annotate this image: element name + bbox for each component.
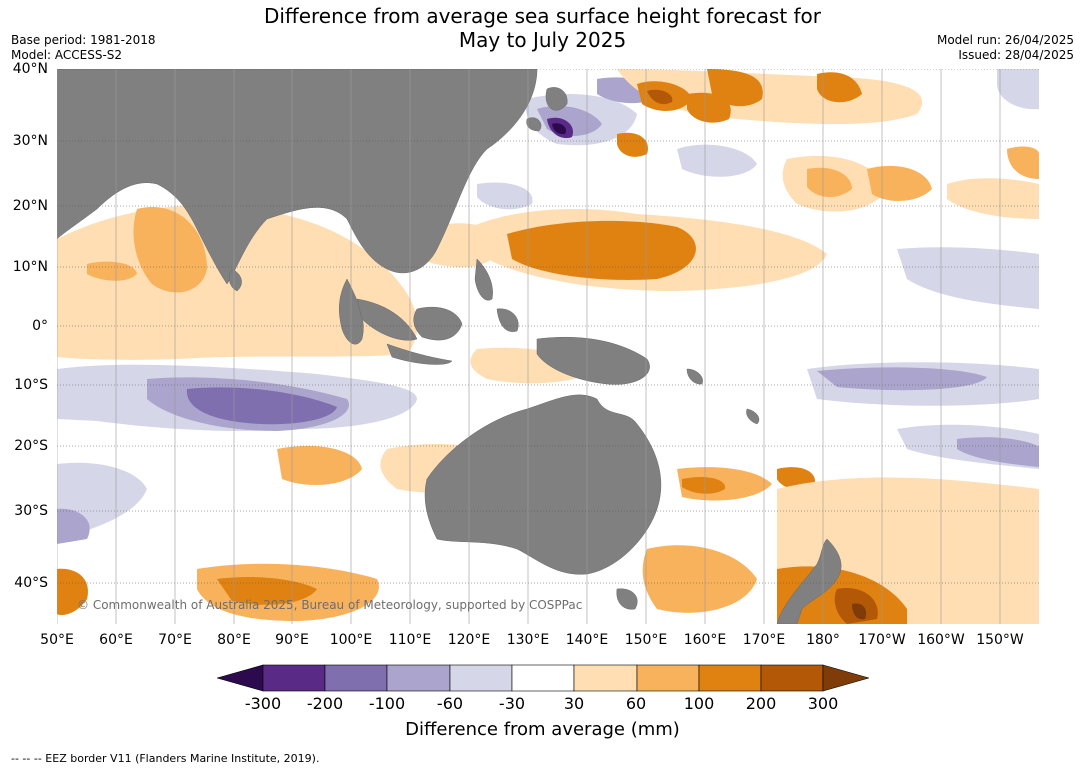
lat-label: 0° — [32, 318, 48, 334]
model-name: Model: ACCESS-S2 — [11, 48, 123, 62]
model-run-date: Model run: 26/04/2025 — [936, 33, 1074, 47]
colorbar-tick-label: 200 — [745, 694, 777, 713]
meta-left: Base period: 1981-2018 Model: ACCESS-S2 — [11, 33, 156, 63]
lat-label: 30°S — [14, 503, 48, 519]
lon-label: 70°E — [158, 632, 192, 648]
lon-label: 140°E — [565, 632, 609, 648]
colorbar-segment — [449, 664, 513, 692]
lon-label: 150°W — [976, 632, 1024, 648]
colorbar-segment — [698, 664, 762, 692]
lon-label: 150°E — [624, 632, 668, 648]
colorbar-tick-label: -30 — [498, 694, 526, 713]
map-canvas — [57, 69, 1039, 624]
map-title-line2: May to July 2025 — [458, 28, 627, 52]
map-area — [57, 69, 1039, 624]
colorbar-segment — [573, 664, 638, 692]
positive-anomaly-layer — [57, 69, 1039, 624]
issued-date: Issued: 28/04/2025 — [958, 48, 1074, 62]
colorbar-tick-label: -200 — [306, 694, 344, 713]
colorbar-tick-label: 300 — [807, 694, 839, 713]
lon-label: 160°W — [917, 632, 965, 648]
colorbar-tick-label: -60 — [436, 694, 464, 713]
lon-label: 170°E — [742, 632, 786, 648]
colorbar-arrow-high — [822, 664, 869, 692]
lon-label: 100°E — [329, 632, 373, 648]
lat-label: 10°S — [14, 377, 48, 393]
colorbar-tick-label: -300 — [244, 694, 282, 713]
colorbar-tick-label: 60 — [625, 694, 647, 713]
lon-label: 110°E — [388, 632, 432, 648]
lon-label: 60°E — [99, 632, 133, 648]
land-layer — [57, 69, 842, 624]
colorbar-title: Difference from average (mm) — [405, 719, 680, 740]
colorbar-segment — [324, 664, 388, 692]
colorbar-tick-label: -100 — [368, 694, 406, 713]
colorbar-segment — [511, 664, 575, 692]
lat-label: 30°N — [12, 133, 48, 149]
lon-label: 120°E — [447, 632, 491, 648]
lon-label: 160°E — [683, 632, 727, 648]
base-period: Base period: 1981-2018 — [11, 33, 156, 47]
meridians — [57, 69, 1001, 624]
map-title-line1: Difference from average sea surface heig… — [263, 4, 822, 28]
lon-label: 90°E — [275, 632, 309, 648]
lon-label: 170°W — [858, 632, 906, 648]
colorbar-segment — [386, 664, 451, 692]
lat-label: 40°S — [14, 575, 48, 591]
map-title: Difference from average sea surface heig… — [0, 4, 1085, 52]
eez-footnote: -- -- -- EEZ border V11 (Flanders Marine… — [11, 752, 320, 765]
colorbar-segment — [262, 664, 326, 692]
colorbar-segment — [760, 664, 824, 692]
colorbar-segment — [636, 664, 700, 692]
lat-label: 20°N — [12, 198, 48, 214]
colorbar-tick-label: 100 — [683, 694, 715, 713]
lon-label: 50°E — [40, 632, 74, 648]
copyright-notice: © Commonwealth of Australia 2025, Bureau… — [77, 598, 583, 612]
lon-label: 80°E — [217, 632, 251, 648]
lat-label: 10°N — [12, 259, 48, 275]
colorbar-tick-label: 30 — [563, 694, 585, 713]
colorbar-arrow-low — [217, 664, 264, 692]
lon-label: 130°E — [506, 632, 550, 648]
lat-label: 20°S — [14, 438, 48, 454]
colorbar — [217, 664, 869, 692]
lat-label: 40°N — [12, 61, 48, 77]
meta-right: Model run: 26/04/2025 Issued: 28/04/2025 — [937, 33, 1074, 63]
lon-label: 180° — [806, 632, 840, 648]
